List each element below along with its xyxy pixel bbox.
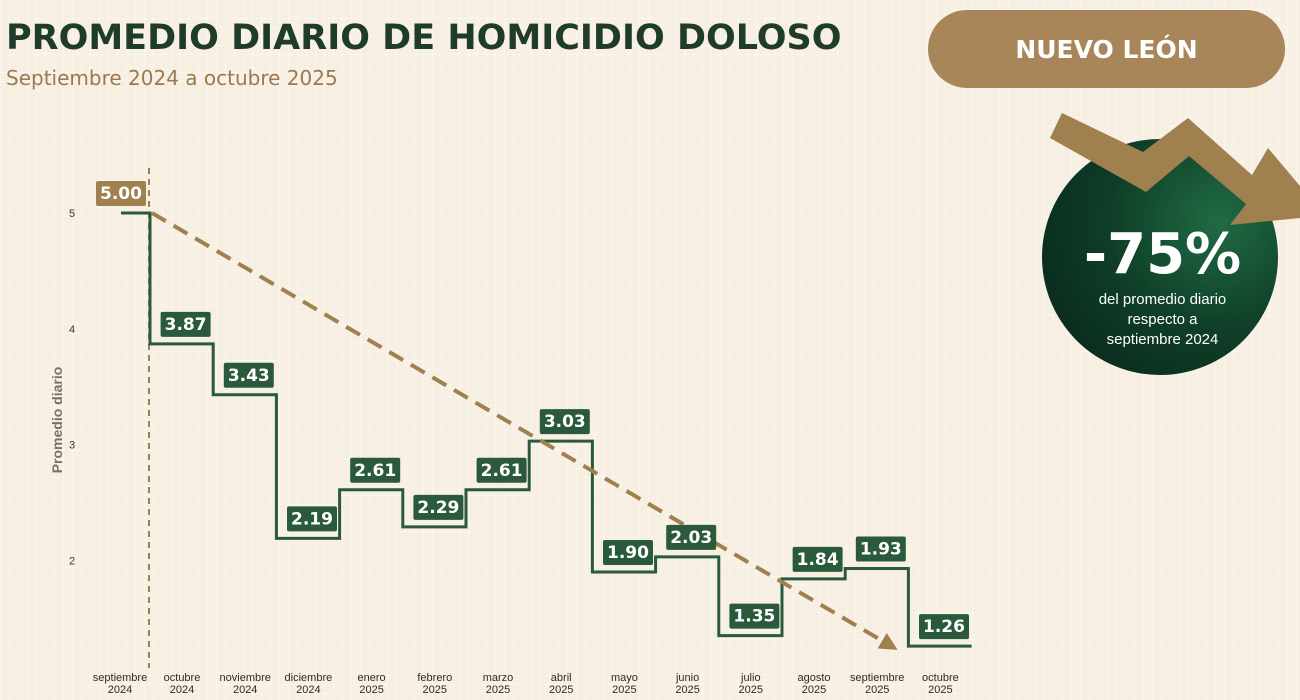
x-tick-label: marzo xyxy=(483,672,514,684)
data-label-box xyxy=(223,362,274,388)
data-label-box xyxy=(350,457,401,483)
x-tick-label: 2024 xyxy=(170,684,194,696)
data-label-box xyxy=(539,409,590,435)
page-subtitle: Septiembre 2024 a octubre 2025 xyxy=(6,66,338,90)
data-label-box xyxy=(792,546,843,572)
x-tick-label: septiembre xyxy=(850,672,904,684)
x-tick-label: julio xyxy=(740,672,761,684)
y-tick-label: 5 xyxy=(69,208,75,220)
x-tick-label: 2024 xyxy=(296,684,320,696)
region-badge: NUEVO LEÓN xyxy=(928,10,1285,88)
data-label: 2.03 xyxy=(670,528,712,548)
data-label: 1.35 xyxy=(733,607,775,627)
x-tick-label: junio xyxy=(675,672,699,684)
x-tick-label: mayo xyxy=(611,672,638,684)
callout-circle xyxy=(1042,139,1278,375)
x-tick-label: septiembre xyxy=(93,672,147,684)
series-step-line xyxy=(121,211,972,648)
y-tick-label: 2 xyxy=(69,555,75,567)
data-label: 3.03 xyxy=(544,412,586,432)
x-tick-label: abril xyxy=(551,672,572,684)
x-tick-label: 2025 xyxy=(612,684,636,696)
data-label-box xyxy=(919,614,969,640)
data-label-box xyxy=(287,506,337,532)
data-label-box xyxy=(96,181,146,206)
data-label-box xyxy=(476,457,527,483)
x-tick-label: 2025 xyxy=(549,684,573,696)
x-tick-label: 2025 xyxy=(359,684,383,696)
callout-percentage: -75% xyxy=(1083,222,1242,287)
data-label-box xyxy=(666,524,717,550)
data-label-box xyxy=(413,494,464,520)
data-label: 3.43 xyxy=(228,366,270,386)
x-tick-label: 2024 xyxy=(108,684,132,696)
callout-text-line: septiembre 2024 xyxy=(1106,331,1219,348)
data-label: 2.61 xyxy=(354,461,396,481)
callout-text-line: respecto a xyxy=(1127,311,1198,328)
data-label-box xyxy=(729,603,780,629)
x-tick-label: diciembre xyxy=(285,672,333,684)
data-label: 3.87 xyxy=(165,315,207,335)
region-badge-label: NUEVO LEÓN xyxy=(1015,34,1198,64)
x-tick-label: 2025 xyxy=(675,684,699,696)
data-label: 1.26 xyxy=(923,617,965,637)
reduction-callout-graphic xyxy=(1042,113,1300,375)
data-label: 1.84 xyxy=(797,550,839,570)
x-tick-label: febrero xyxy=(417,672,452,684)
data-label: 2.61 xyxy=(481,461,523,481)
data-label: 5.00 xyxy=(100,184,142,204)
x-tick-label: 2025 xyxy=(928,684,952,696)
x-tick-label: 2025 xyxy=(423,684,447,696)
data-label-box xyxy=(603,539,653,565)
data-label-box xyxy=(855,536,906,562)
y-tick-label: 3 xyxy=(69,440,75,452)
x-tick-label: enero xyxy=(358,672,386,684)
data-label-box xyxy=(160,311,211,337)
page-title: PROMEDIO DIARIO DE HOMICIDIO DOLOSO xyxy=(6,18,842,58)
x-tick-label: agosto xyxy=(797,672,830,684)
data-label: 2.19 xyxy=(291,509,333,529)
callout-text-line: del promedio diario xyxy=(1098,291,1227,308)
data-label: 1.90 xyxy=(607,543,649,563)
callout-description: del promedio diario respecto a septiembr… xyxy=(1065,290,1260,350)
data-label: 2.29 xyxy=(417,498,459,518)
x-tick-label: noviembre xyxy=(220,672,271,684)
trend-arrow-line xyxy=(150,211,898,650)
x-tick-label: 2024 xyxy=(233,684,257,696)
y-tick-label: 4 xyxy=(69,324,75,336)
down-trend-arrow-icon xyxy=(1050,113,1300,225)
x-tick-label: 2025 xyxy=(802,684,826,696)
x-tick-label: octubre xyxy=(164,672,201,684)
x-tick-label: 2025 xyxy=(486,684,510,696)
x-tick-label: 2025 xyxy=(865,684,889,696)
x-tick-label: octubre xyxy=(922,672,959,684)
x-tick-label: 2025 xyxy=(739,684,763,696)
data-label: 1.93 xyxy=(860,540,902,560)
